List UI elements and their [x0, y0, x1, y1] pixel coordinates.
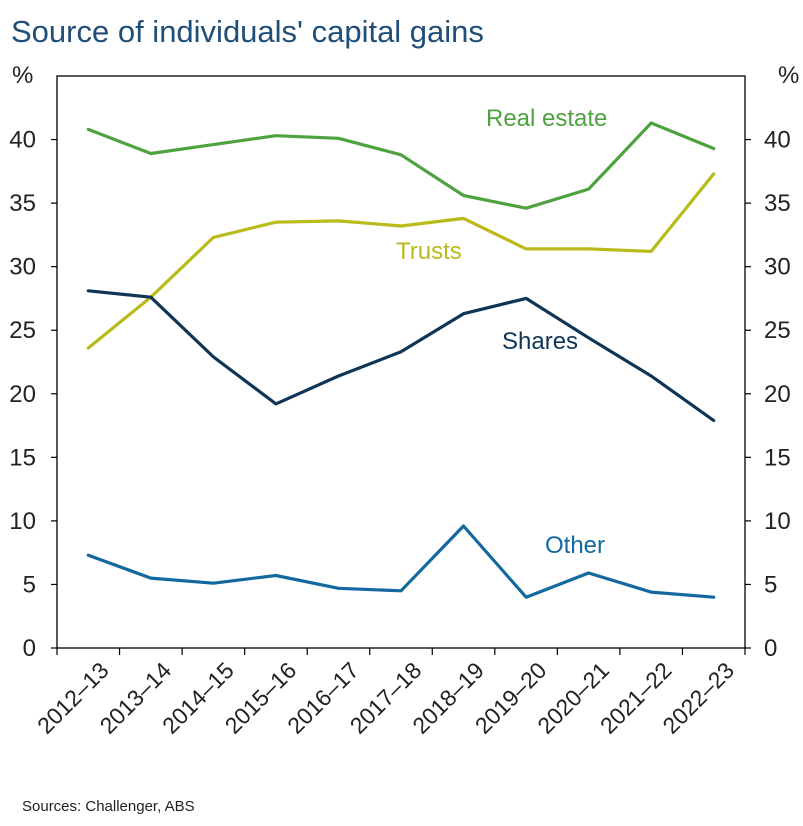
y-axis-unit-left: %	[12, 62, 33, 89]
series-label-other: Other	[545, 532, 605, 559]
y-tick-label-left: 0	[23, 635, 36, 662]
source-note: Sources: Challenger, ABS	[22, 798, 195, 815]
y-axis-unit-right: %	[778, 62, 799, 89]
y-tick-label-left: 10	[9, 508, 36, 535]
y-tick-label-left: 35	[9, 190, 36, 217]
y-tick-label-left: 5	[23, 571, 36, 598]
y-tick-label-right: 15	[764, 444, 791, 471]
y-tick-label-right: 5	[764, 571, 777, 598]
y-tick-label-left: 40	[9, 127, 36, 154]
series-line-other	[86, 524, 716, 599]
series-lines	[86, 121, 716, 599]
series-line-shares	[86, 289, 716, 423]
chart-title: Source of individuals' capital gains	[11, 14, 484, 49]
y-tick-label-right: 35	[764, 190, 791, 217]
y-tick-label-right: 30	[764, 254, 791, 281]
y-tick-label-left: 20	[9, 381, 36, 408]
y-tick-label-right: 0	[764, 635, 777, 662]
y-tick-label-right: 10	[764, 508, 791, 535]
y-axis-left: 0 5 10 15 20 25 30 35 40	[9, 127, 57, 662]
y-axis-right: 0 5 10 15 20 25 30 35 40	[745, 127, 791, 662]
y-tick-label-left: 15	[9, 444, 36, 471]
y-tick-label-right: 25	[764, 317, 791, 344]
series-line-trusts	[86, 172, 716, 350]
y-tick-label-right: 20	[764, 381, 791, 408]
series-label-real-estate: Real estate	[486, 105, 607, 132]
series-line-real-estate	[86, 121, 716, 210]
x-axis: 2012–132013–142014–152015–162016–172017–…	[32, 648, 746, 739]
series-label-trusts: Trusts	[396, 238, 462, 265]
y-tick-label-left: 25	[9, 317, 36, 344]
plot-area-frame	[56, 75, 746, 649]
series-label-shares: Shares	[502, 328, 578, 355]
y-tick-label-left: 30	[9, 254, 36, 281]
y-tick-label-right: 40	[764, 127, 791, 154]
